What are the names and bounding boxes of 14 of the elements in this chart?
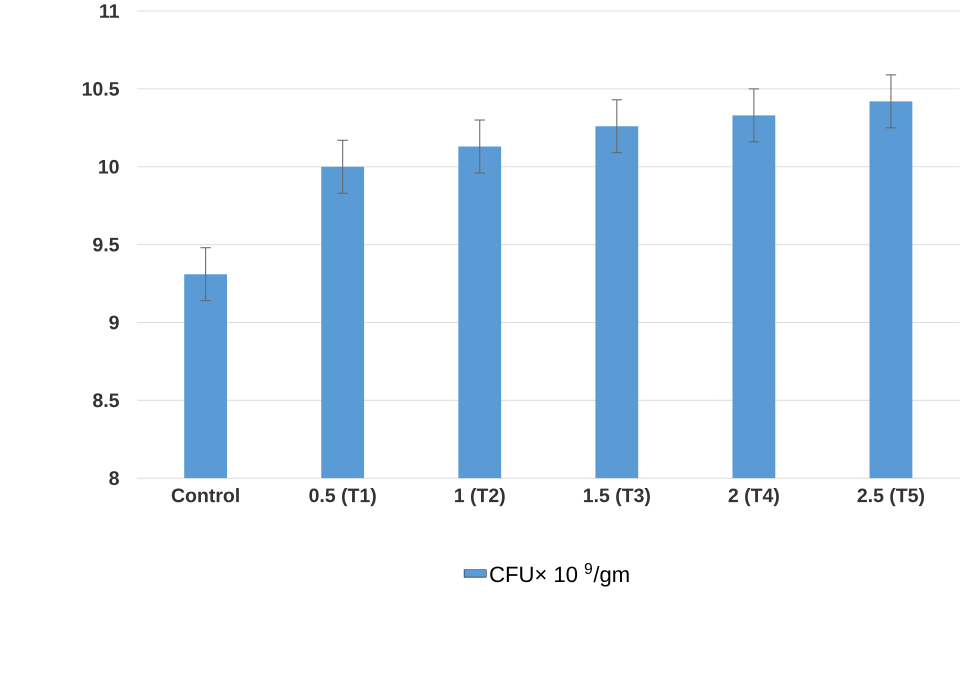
x-tick-label: 2 (T4) [728,488,779,506]
y-tick-label: 8.5 [93,393,119,408]
x-tick-label: Control [172,488,239,502]
x-tick-label: 1 (T2) [455,488,505,506]
y-tick-label: 8 [109,471,119,486]
y-tick-label: 9.5 [93,238,119,252]
legend-label: CFU× 10 $^{9}$/gm [490,563,629,587]
y-tick-label: 10.5 [82,82,119,96]
y-tick-label: 9 [109,316,119,330]
x-tick-label: 0.5 (T1) [309,488,376,506]
y-tick-label: 10 [99,160,119,174]
x-tick-label: 2.5 (T5) [858,488,924,506]
x-tick-label: 1.5 (T3) [584,488,650,506]
y-tick-label: 11 [100,4,119,18]
